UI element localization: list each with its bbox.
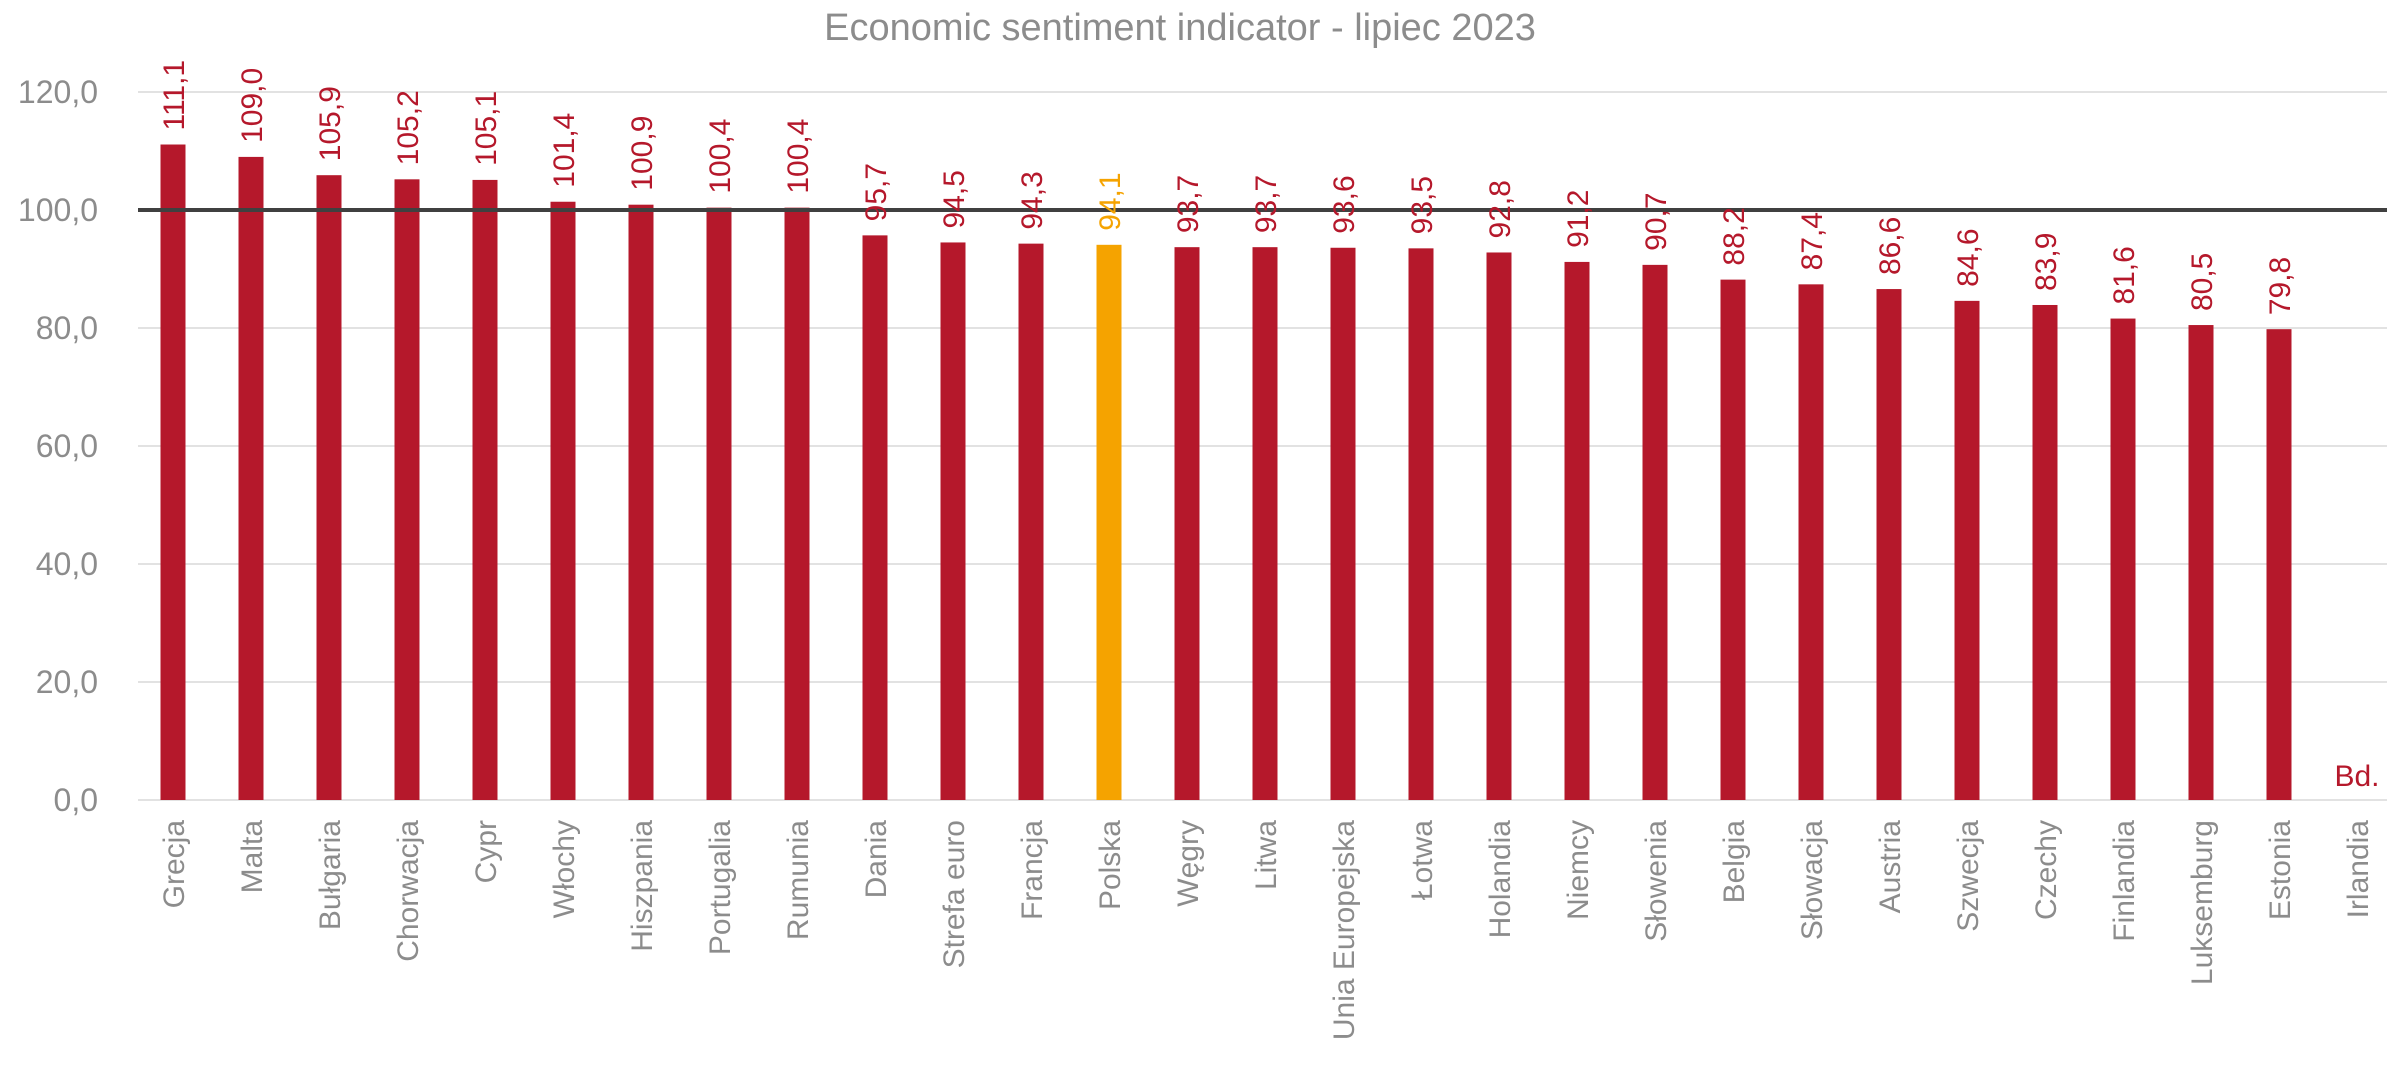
bar [394,179,420,800]
x-tick-label: Szwecja [1952,820,1985,932]
bar [1954,300,1980,800]
bar [1408,248,1434,801]
data-label: 93,5 [1406,176,1439,234]
data-label: 87,4 [1796,212,1829,270]
bar [1720,279,1746,800]
x-tick-label: Portugalia [704,820,737,955]
data-label: 80,5 [2186,253,2219,311]
data-label: 105,9 [314,86,347,161]
x-tick-label: Belgia [1718,820,1751,904]
x-tick-label: Luksemburg [2186,820,2219,985]
x-tick-label: Austria [1874,820,1907,914]
bar [2266,329,2292,800]
data-label: 93,7 [1172,175,1205,233]
x-tick-label: Strefa euro [938,820,971,968]
x-tick-label: Grecja [158,820,191,909]
y-tick-label: 40,0 [36,546,98,582]
bar [238,156,264,800]
data-label: 101,4 [548,113,581,188]
data-label: 93,6 [1328,175,1361,233]
data-label: 84,6 [1952,228,1985,286]
data-label: 100,4 [704,119,737,194]
bar [1486,252,1512,801]
y-axis: 0,0 20,0 40,0 60,0 80,0 100,0 120,0 [18,74,98,818]
x-tick-label: Finlandia [2108,820,2141,942]
data-label: 91,2 [1562,190,1595,248]
x-tick-label: Włochy [548,820,581,918]
x-tick-label: Bułgaria [314,820,347,930]
bar [1330,247,1356,800]
x-tick-label: Holandia [1484,820,1517,939]
x-tick-label: Francja [1016,820,1049,920]
bar [1876,289,1902,800]
bar [2032,304,2058,800]
data-label: 94,3 [1016,171,1049,229]
data-label: 109,0 [236,68,269,143]
bar [862,235,888,800]
x-tick-label: Cypr [470,820,503,883]
data-label: 90,7 [1640,192,1673,250]
data-label: 92,8 [1484,180,1517,238]
chart-title: Economic sentiment indicator - lipiec 20… [824,7,1536,49]
x-tick-label: Słowenia [1640,820,1673,942]
bar [472,179,498,800]
data-label: 95,7 [860,163,893,221]
data-label: 100,9 [626,116,659,191]
x-tick-label: Węgry [1172,820,1205,907]
y-tick-label: 120,0 [18,74,98,110]
data-label: 94,1 [1094,172,1127,230]
data-label: 88,2 [1718,207,1751,265]
x-tick-label: Malta [236,820,269,894]
x-tick-label: Unia Europejska [1328,820,1361,1040]
bar [2110,318,2136,800]
y-tick-label: 100,0 [18,192,98,228]
data-label: 81,6 [2108,246,2141,304]
data-label: 86,6 [1874,217,1907,275]
bar [1096,244,1122,800]
data-label: 94,5 [938,170,971,228]
x-tick-label: Czechy [2030,820,2063,920]
x-tick-label: Dania [860,820,893,899]
data-label: Bd. [2334,760,2379,793]
bar [160,144,186,800]
x-tick-label: Słowacja [1796,820,1829,940]
bar [1174,247,1200,801]
x-tick-label: Estonia [2264,820,2297,920]
x-tick-label: Łotwa [1406,820,1439,900]
bar [1798,284,1824,801]
x-tick-label: Litwa [1250,820,1283,890]
x-tick-label: Rumunia [782,820,815,940]
bar [550,201,576,801]
bar [628,204,654,800]
y-tick-label: 0,0 [54,782,98,818]
bar [1018,243,1044,800]
x-tick-label: Chorwacja [392,820,425,962]
x-axis: Grecja Malta Bułgaria Chorwacja Cypr Włochy Hi… [158,820,2375,1040]
bar [1252,247,1278,801]
data-label: 105,2 [392,90,425,165]
bar [1564,261,1590,800]
x-tick-label: Polska [1094,820,1127,910]
bar [1642,264,1668,800]
bar [706,207,732,800]
data-label: 83,9 [2030,233,2063,291]
y-tick-label: 80,0 [36,310,98,346]
data-labels: 111,1 109,0 105,9 105,2 105,1 101,4 100,9 100,4… [158,60,2380,793]
data-label: 105,1 [470,91,503,166]
data-label: 93,7 [1250,175,1283,233]
bars [160,144,2292,801]
bar [784,207,810,800]
data-label: 100,4 [782,119,815,194]
data-label: 79,8 [2264,257,2297,315]
bar [940,242,966,800]
x-tick-label: Niemcy [1562,820,1595,920]
bar [2188,325,2214,800]
data-label: 111,1 [158,60,191,131]
y-tick-label: 60,0 [36,428,98,464]
x-tick-label: Hiszpania [626,820,659,952]
y-tick-label: 20,0 [36,664,98,700]
x-tick-label: Irlandia [2342,820,2375,919]
bar [316,175,342,800]
